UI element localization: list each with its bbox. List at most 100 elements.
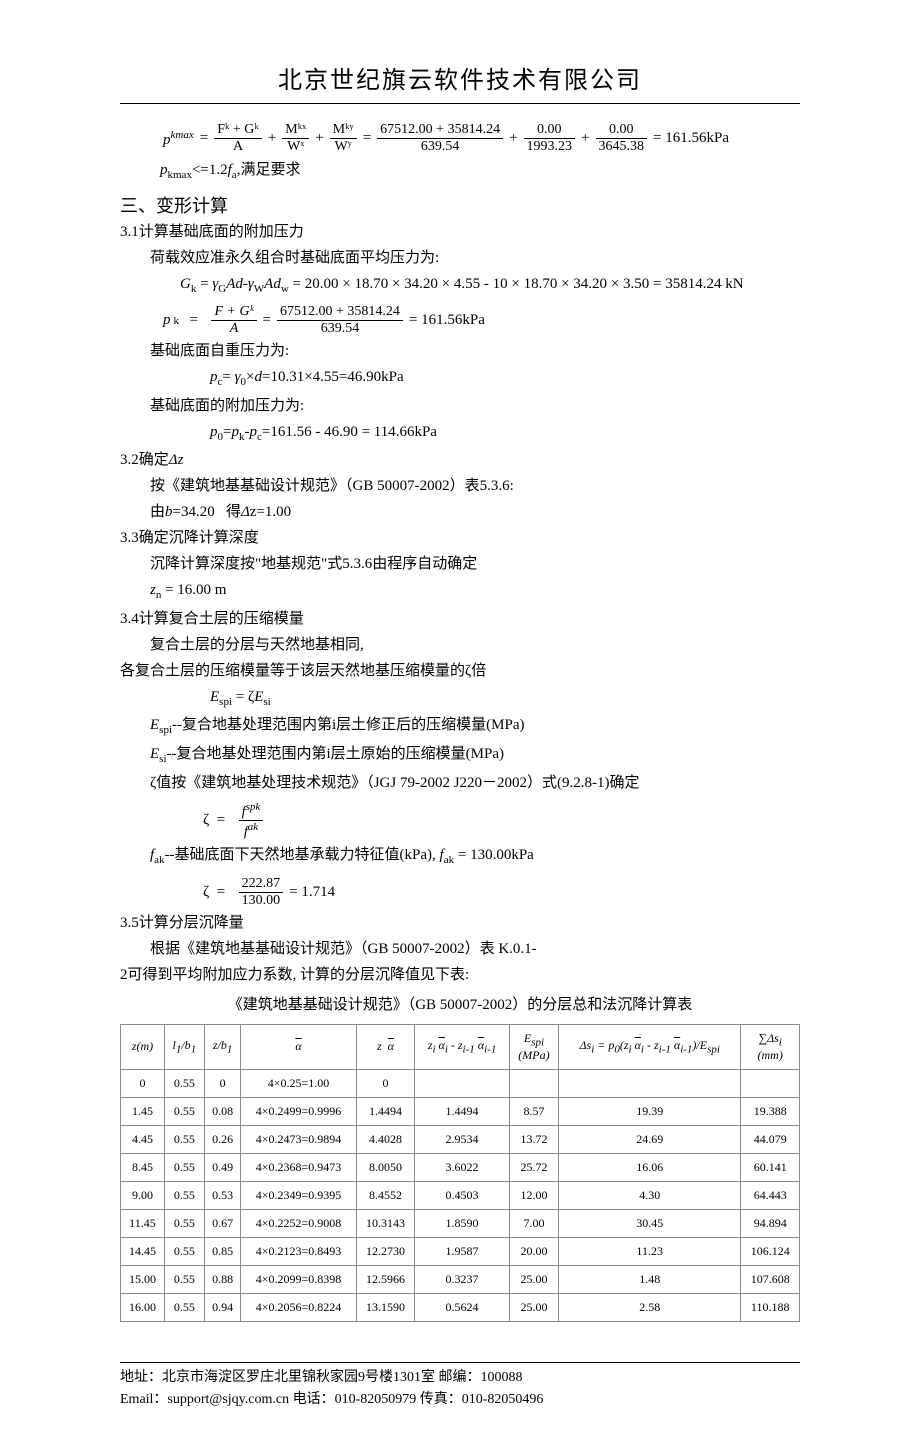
s34-l4: Esi--复合地基处理范围内第i层土原始的压缩模量(MPa) — [150, 742, 800, 769]
th-alpha: α — [241, 1024, 356, 1069]
s33-l2: zn = 16.00 m — [150, 578, 800, 605]
s34-l3: Espi--复合地基处理范围内第i层土修正后的压缩模量(MPa) — [150, 713, 800, 740]
s31-pk: pk = F + GᵏA = 67512.00 + 35814.24639.54… — [160, 304, 800, 337]
table-cell: 8.45 — [121, 1153, 165, 1181]
s31-l1: 荷载效应准永久组合时基础底面平均压力为: — [150, 246, 800, 270]
table-cell: 19.39 — [559, 1097, 741, 1125]
company-name: 北京世纪旗云软件技术有限公司 — [120, 60, 800, 95]
table-cell: 11.45 — [121, 1209, 165, 1237]
footer: 地址：北京市海淀区罗庄北里锦秋家园9号楼1301室 邮编：100088 Emai… — [120, 1362, 800, 1412]
table-cell: 0.55 — [164, 1069, 204, 1097]
table-cell: 12.5966 — [356, 1265, 415, 1293]
s33-l1: 沉降计算深度按"地基规范"式5.3.6由程序自动确定 — [150, 552, 800, 576]
table-cell: 20.00 — [509, 1237, 558, 1265]
table-cell: 4.4028 — [356, 1125, 415, 1153]
table-cell: 16.06 — [559, 1153, 741, 1181]
table-cell: 1.9587 — [415, 1237, 510, 1265]
table-cell: 4×0.2473=0.9894 — [241, 1125, 356, 1153]
table-cell: 19.388 — [741, 1097, 800, 1125]
table-cell: 0.94 — [204, 1293, 241, 1321]
table-cell: 0.3237 — [415, 1265, 510, 1293]
s34-heading: 3.4计算复合土层的压缩模量 — [120, 607, 800, 631]
table-cell: 0 — [204, 1069, 241, 1097]
table-row: 14.450.550.854×0.2123=0.849312.27301.958… — [121, 1237, 800, 1265]
table-cell: 8.4552 — [356, 1181, 415, 1209]
table-cell: 110.188 — [741, 1293, 800, 1321]
s31-l2: 基础底面自重压力为: — [150, 339, 800, 363]
table-cell: 25.72 — [509, 1153, 558, 1181]
table-row: 16.000.550.944×0.2056=0.822413.15900.562… — [121, 1293, 800, 1321]
table-row: 9.000.550.534×0.2349=0.93958.45520.45031… — [121, 1181, 800, 1209]
header-divider — [120, 103, 800, 104]
s34-l1: 复合土层的分层与天然地基相同, — [150, 633, 800, 657]
table-body: 00.5504×0.25=1.0001.450.550.084×0.2499=0… — [121, 1069, 800, 1321]
table-cell: 0.55 — [164, 1237, 204, 1265]
table-cell: 0.53 — [204, 1181, 241, 1209]
table-cell: 9.00 — [121, 1181, 165, 1209]
s31-p0: p0=pk-pc=161.56 - 46.90 = 114.66kPa — [210, 420, 800, 447]
table-cell: 8.0050 — [356, 1153, 415, 1181]
s34-f1: Espi = ζEsi — [210, 685, 800, 712]
table-cell: 44.079 — [741, 1125, 800, 1153]
table-cell: 60.141 — [741, 1153, 800, 1181]
table-cell: 30.45 — [559, 1209, 741, 1237]
table-cell: 0.67 — [204, 1209, 241, 1237]
table-cell: 15.00 — [121, 1265, 165, 1293]
table-cell: 0.55 — [164, 1265, 204, 1293]
th-espi: Espi(MPa) — [509, 1024, 558, 1069]
table-cell: 0.55 — [164, 1153, 204, 1181]
table-cell: 2.9534 — [415, 1125, 510, 1153]
table-cell: 25.00 — [509, 1265, 558, 1293]
table-cell: 4×0.2349=0.9395 — [241, 1181, 356, 1209]
s32-heading: 3.2确定Δz — [120, 448, 800, 472]
s34-l6: fak--基础底面下天然地基承载力特征值(kPa), fak = 130.00k… — [150, 843, 800, 870]
table-cell — [509, 1069, 558, 1097]
th-z: z(m) — [121, 1024, 165, 1069]
table-header-row: z(m) l1/b1 z/b1 α z α zi αi - zi-1 αi-1 … — [121, 1024, 800, 1069]
footer-address: 地址：北京市海淀区罗庄北里锦秋家园9号楼1301室 邮编：100088 — [120, 1367, 800, 1389]
table-cell: 11.23 — [559, 1237, 741, 1265]
table-cell: 0.55 — [164, 1293, 204, 1321]
table-cell: 1.4494 — [356, 1097, 415, 1125]
th-l1b1: l1/b1 — [164, 1024, 204, 1069]
table-cell: 0 — [356, 1069, 415, 1097]
table-cell: 4×0.2099=0.8398 — [241, 1265, 356, 1293]
table-row: 15.000.550.884×0.2099=0.839812.59660.323… — [121, 1265, 800, 1293]
table-cell: 4.30 — [559, 1181, 741, 1209]
table-cell: 12.2730 — [356, 1237, 415, 1265]
table-cell: 4×0.2368=0.9473 — [241, 1153, 356, 1181]
table-cell: 0.08 — [204, 1097, 241, 1125]
table-cell: 0.85 — [204, 1237, 241, 1265]
table-cell: 0.4503 — [415, 1181, 510, 1209]
table-cell: 0.55 — [164, 1097, 204, 1125]
table-cell: 0.55 — [164, 1125, 204, 1153]
table-row: 00.5504×0.25=1.000 — [121, 1069, 800, 1097]
table-cell: 4×0.2499=0.9996 — [241, 1097, 356, 1125]
s34-l5: ζ值按《建筑地基处理技术规范》（JGJ 79-2002 J220－2002）式(… — [150, 771, 800, 795]
s31-heading: 3.1计算基础底面的附加压力 — [120, 220, 800, 244]
s31-gk: Gk = γGAd-γWAdw = 20.00 × 18.70 × 34.20 … — [180, 272, 800, 299]
table-row: 8.450.550.494×0.2368=0.94738.00503.60222… — [121, 1153, 800, 1181]
table-cell: 0.5624 — [415, 1293, 510, 1321]
table-row: 1.450.550.084×0.2499=0.99961.44941.44948… — [121, 1097, 800, 1125]
table-cell: 4×0.25=1.00 — [241, 1069, 356, 1097]
section-3-title: 三、变形计算 — [120, 192, 800, 218]
table-cell: 94.894 — [741, 1209, 800, 1237]
table-title: 《建筑地基基础设计规范》（GB 50007-2002）的分层总和法沉降计算表 — [120, 993, 800, 1014]
table-cell: 16.00 — [121, 1293, 165, 1321]
s34-l2: 各复合土层的压缩模量等于该层天然地基压缩模量的ζ倍 — [120, 659, 800, 683]
table-cell: 13.1590 — [356, 1293, 415, 1321]
table-cell: 0.55 — [164, 1209, 204, 1237]
th-zb1: z/b1 — [204, 1024, 241, 1069]
s31-l3: 基础底面的附加压力为: — [150, 394, 800, 418]
table-cell: 0.55 — [164, 1181, 204, 1209]
table-cell: 4×0.2056=0.8224 — [241, 1293, 356, 1321]
s35-l1: 根据《建筑地基基础设计规范》（GB 50007-2002）表 K.0.1- — [150, 937, 800, 961]
s32-l1: 按《建筑地基基础设计规范》（GB 50007-2002）表5.3.6: — [150, 474, 800, 498]
s35-heading: 3.5计算分层沉降量 — [120, 911, 800, 935]
table-cell: 106.124 — [741, 1237, 800, 1265]
th-dsi: Δsi = p0(zi αi - zi-1 αi-1)/Espi — [559, 1024, 741, 1069]
table-cell: 8.57 — [509, 1097, 558, 1125]
table-cell: 1.8590 — [415, 1209, 510, 1237]
table-cell: 14.45 — [121, 1237, 165, 1265]
